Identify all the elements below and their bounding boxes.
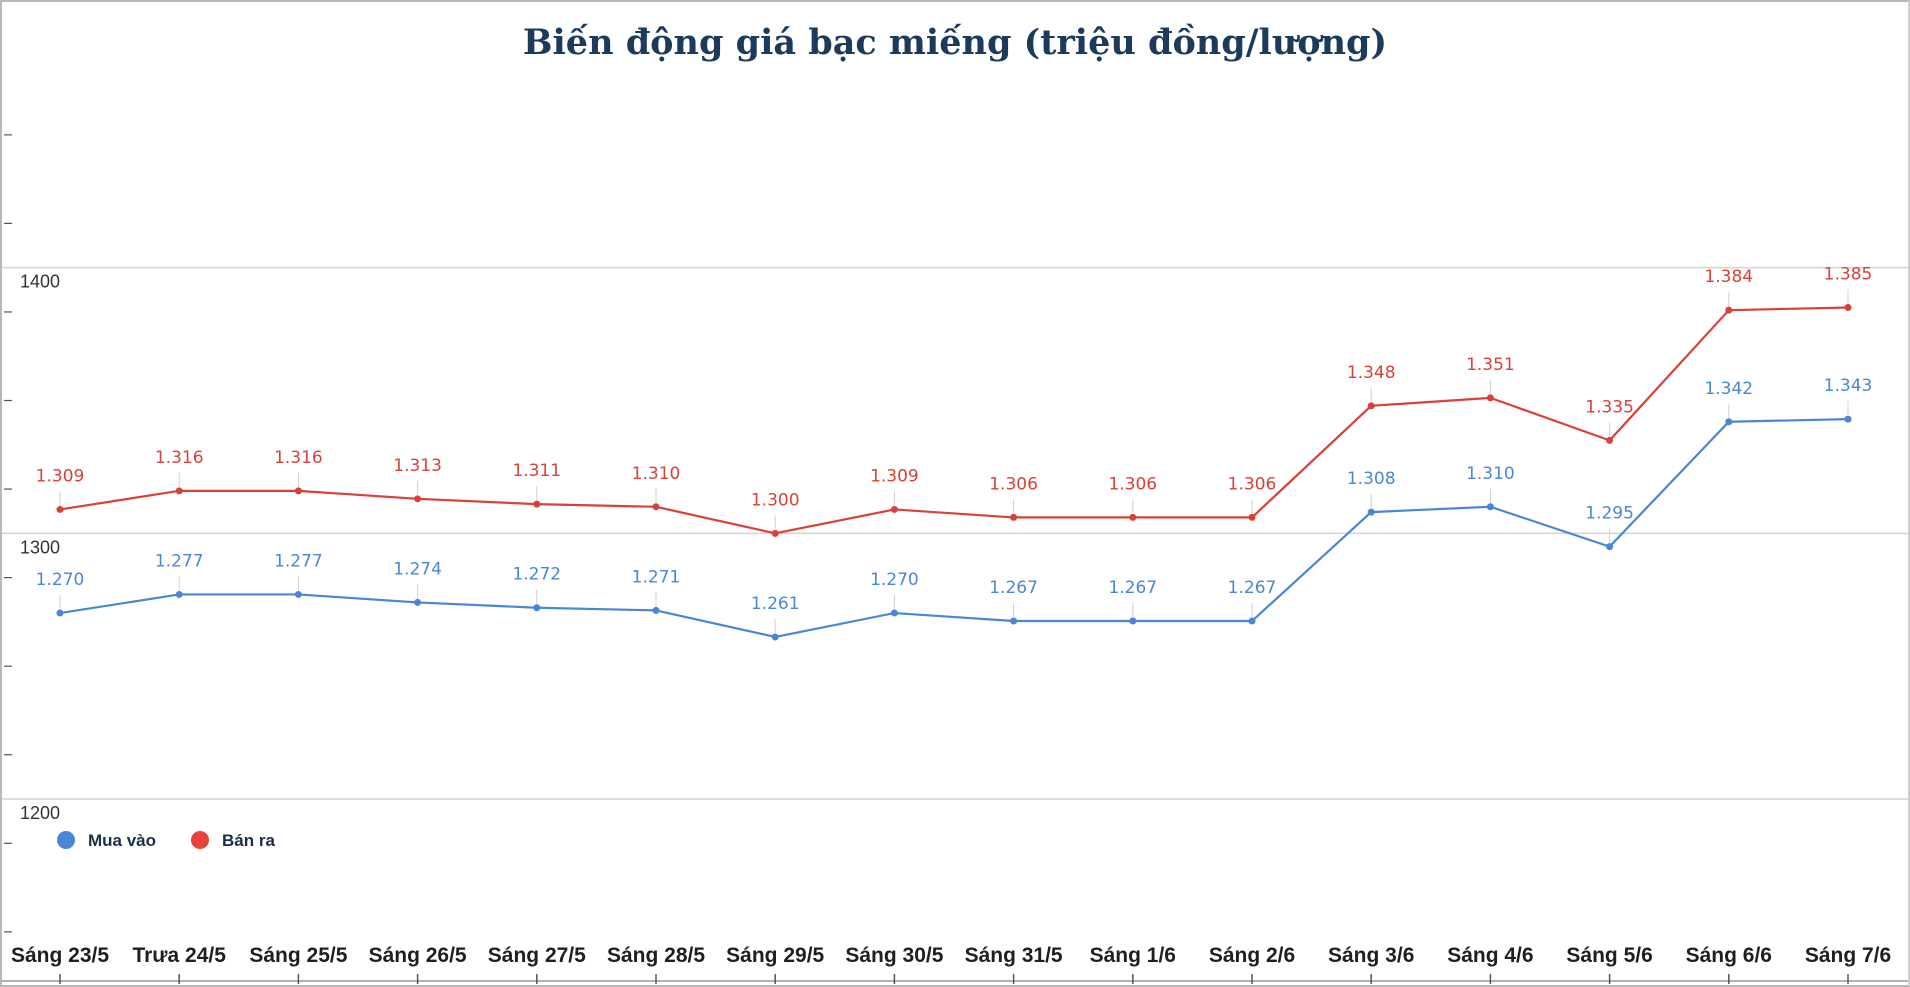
data-point xyxy=(1129,513,1137,521)
data-label: 1.277 xyxy=(274,551,323,571)
data-label: 1.313 xyxy=(393,456,442,476)
x-tick-label: Sáng 5/6 xyxy=(1566,944,1652,967)
x-tick-label: Sáng 28/5 xyxy=(607,944,705,967)
x-tick-label: Sáng 25/5 xyxy=(249,944,347,967)
data-point xyxy=(1486,503,1494,511)
x-tick-label: Sáng 2/6 xyxy=(1209,944,1295,967)
data-label: 1.308 xyxy=(1347,469,1396,489)
data-point xyxy=(1486,394,1494,402)
series-line-mua-vao xyxy=(59,418,1849,639)
data-label: 1.306 xyxy=(1228,474,1277,494)
data-label: 1.274 xyxy=(393,559,442,579)
data-label: 1.267 xyxy=(1108,578,1157,598)
data-point xyxy=(294,590,302,598)
x-tick-label: Sáng 6/6 xyxy=(1686,944,1772,967)
data-label: 1.309 xyxy=(870,466,919,486)
data-label: 1.311 xyxy=(512,461,561,481)
data-label: 1.306 xyxy=(989,474,1038,494)
data-point xyxy=(652,606,660,614)
data-point xyxy=(175,487,183,495)
data-label: 1.316 xyxy=(274,448,323,468)
data-label: 1.310 xyxy=(1466,464,1515,484)
data-label: 1.385 xyxy=(1824,265,1873,285)
data-point xyxy=(1248,617,1256,625)
data-point xyxy=(1606,436,1614,444)
data-point xyxy=(1367,508,1375,516)
data-point xyxy=(652,503,660,511)
data-point xyxy=(175,590,183,598)
data-point xyxy=(533,500,541,508)
data-point xyxy=(1606,543,1614,551)
data-label: 1.267 xyxy=(989,578,1038,598)
data-point xyxy=(890,505,898,513)
data-point xyxy=(1725,306,1733,314)
data-point xyxy=(1129,617,1137,625)
y-tick-label: 1200 xyxy=(20,803,60,823)
data-label: 1.348 xyxy=(1347,363,1396,383)
x-tick-label: Sáng 23/5 xyxy=(11,944,109,967)
x-tick-label: Sáng 31/5 xyxy=(965,944,1063,967)
data-label: 1.272 xyxy=(512,565,561,585)
data-label: 1.342 xyxy=(1704,379,1753,399)
data-point xyxy=(294,487,302,495)
data-label: 1.335 xyxy=(1585,397,1634,417)
data-label: 1.277 xyxy=(155,551,204,571)
legend-dot-ban-ra xyxy=(191,831,209,849)
data-point xyxy=(56,609,64,617)
legend-label-ban-ra: Bán ra xyxy=(222,831,275,850)
x-tick-label: Sáng 7/6 xyxy=(1805,944,1891,967)
data-label: 1.300 xyxy=(751,490,800,510)
data-point xyxy=(771,529,779,537)
data-point xyxy=(771,633,779,641)
data-point xyxy=(1844,415,1852,423)
x-tick-label: Sáng 30/5 xyxy=(845,944,943,967)
data-point xyxy=(1010,617,1018,625)
y-tick-label: 1400 xyxy=(20,272,60,292)
data-point xyxy=(56,505,64,513)
data-label: 1.316 xyxy=(155,448,204,468)
data-point xyxy=(414,495,422,503)
data-label: 1.261 xyxy=(751,594,800,614)
series-line-ban-ra xyxy=(59,306,1849,535)
data-label: 1.306 xyxy=(1108,474,1157,494)
y-tick-label: 1300 xyxy=(20,537,60,557)
data-point xyxy=(533,604,541,612)
x-tick-label: Sáng 29/5 xyxy=(726,944,824,967)
data-point xyxy=(1248,513,1256,521)
x-tick-label: Sáng 3/6 xyxy=(1328,944,1414,967)
x-tick-label: Sáng 27/5 xyxy=(488,944,586,967)
data-label: 1.384 xyxy=(1704,267,1753,287)
x-tick-label: Sáng 1/6 xyxy=(1090,944,1176,967)
data-label: 1.310 xyxy=(632,464,681,484)
data-label: 1.270 xyxy=(870,570,919,590)
data-point xyxy=(1844,304,1852,312)
data-label: 1.270 xyxy=(36,570,85,590)
legend-dot-mua-vao xyxy=(57,831,75,849)
x-tick-label: Trưa 24/5 xyxy=(132,944,226,967)
x-tick-label: Sáng 4/6 xyxy=(1447,944,1533,967)
data-point xyxy=(1010,513,1018,521)
data-point xyxy=(414,598,422,606)
data-label: 1.351 xyxy=(1466,355,1515,375)
data-label: 1.309 xyxy=(36,466,85,486)
data-label: 1.267 xyxy=(1228,578,1277,598)
chart-title: Biến động giá bạc miếng (triệu đồng/lượn… xyxy=(523,22,1387,63)
data-label: 1.343 xyxy=(1824,376,1873,396)
x-tick-label: Sáng 26/5 xyxy=(369,944,467,967)
data-label: 1.295 xyxy=(1585,504,1634,524)
data-point xyxy=(890,609,898,617)
data-point xyxy=(1367,402,1375,410)
data-label: 1.271 xyxy=(632,567,681,587)
data-point xyxy=(1725,418,1733,426)
legend-label-mua-vao: Mua vào xyxy=(88,831,156,850)
